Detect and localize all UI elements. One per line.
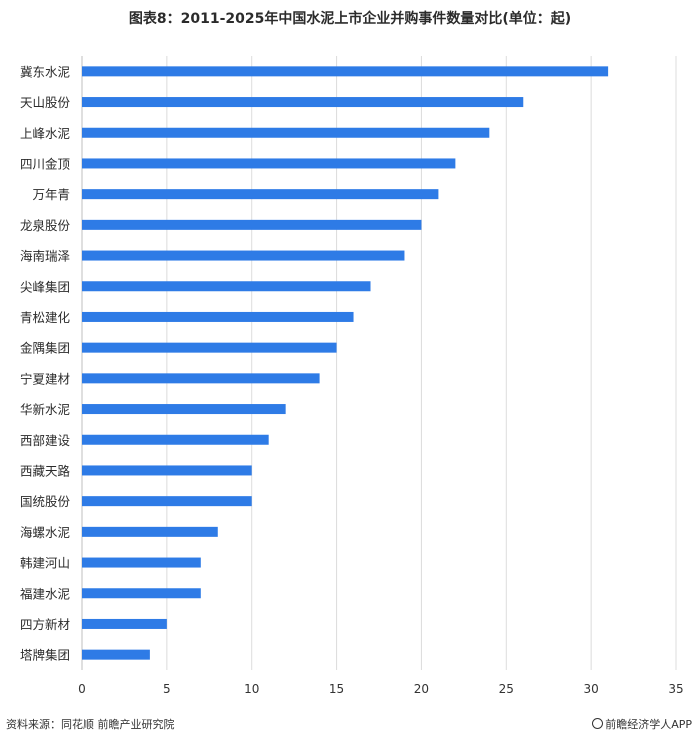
category-label: 韩建河山 xyxy=(20,556,70,571)
bar-14 xyxy=(82,465,252,476)
bar-17 xyxy=(82,557,201,568)
category-label: 冀东水泥 xyxy=(20,64,70,79)
bar-chart: 冀东水泥天山股份上峰水泥四川金顶万年青龙泉股份海南瑞泽尖峰集团青松建化金隅集团宁… xyxy=(20,56,684,696)
category-label: 宁夏建材 xyxy=(20,371,70,386)
bar-18 xyxy=(82,588,201,599)
category-label: 华新水泥 xyxy=(20,402,70,417)
brand-credit: 前瞻经济学人APP xyxy=(592,716,692,732)
x-tick-label: 0 xyxy=(78,682,86,696)
x-tick-label: 10 xyxy=(244,682,259,696)
bar-6 xyxy=(82,219,422,230)
bar-4 xyxy=(82,158,456,169)
category-label: 海螺水泥 xyxy=(20,525,70,540)
x-tick-label: 5 xyxy=(163,682,171,696)
bar-5 xyxy=(82,189,439,200)
bar-19 xyxy=(82,618,167,629)
category-label: 四川金顶 xyxy=(20,156,71,171)
category-label: 上峰水泥 xyxy=(20,126,70,141)
x-tick-label: 25 xyxy=(499,682,514,696)
x-tick-label: 35 xyxy=(668,682,683,696)
category-label: 四方新材 xyxy=(20,617,70,632)
bar-10 xyxy=(82,342,337,353)
category-label: 西藏天路 xyxy=(20,463,71,478)
category-label: 天山股份 xyxy=(20,95,71,110)
source-note: 资料来源：同花顺 前瞻产业研究院 xyxy=(6,718,175,731)
bar-3 xyxy=(82,127,490,138)
x-tick-label: 30 xyxy=(584,682,599,696)
category-label: 青松建化 xyxy=(20,310,71,325)
bar-7 xyxy=(82,250,405,261)
category-label: 福建水泥 xyxy=(20,586,70,601)
category-label: 国统股份 xyxy=(20,494,71,509)
bar-1 xyxy=(82,66,609,77)
brand-label: 前瞻经济学人APP xyxy=(605,718,692,731)
category-label: 尖峰集团 xyxy=(20,279,70,294)
category-label: 万年青 xyxy=(32,187,70,202)
bar-12 xyxy=(82,404,286,415)
category-label: 龙泉股份 xyxy=(20,218,71,233)
category-label: 塔牌集团 xyxy=(20,648,70,663)
bar-2 xyxy=(82,97,524,108)
x-tick-label: 20 xyxy=(414,682,429,696)
bar-8 xyxy=(82,281,371,292)
chart-title: 图表8：2011-2025年中国水泥上市企业并购事件数量对比(单位：起) xyxy=(128,11,572,27)
bar-11 xyxy=(82,373,320,384)
x-tick-label: 15 xyxy=(329,682,344,696)
bar-13 xyxy=(82,434,269,445)
bar-20 xyxy=(82,649,150,660)
brand-logo-icon xyxy=(592,718,604,729)
bar-15 xyxy=(82,496,252,507)
bar-16 xyxy=(82,526,218,537)
category-label: 金隅集团 xyxy=(20,341,70,356)
category-label: 海南瑞泽 xyxy=(20,249,70,264)
bar-9 xyxy=(82,311,354,322)
category-label: 西部建设 xyxy=(20,433,71,448)
